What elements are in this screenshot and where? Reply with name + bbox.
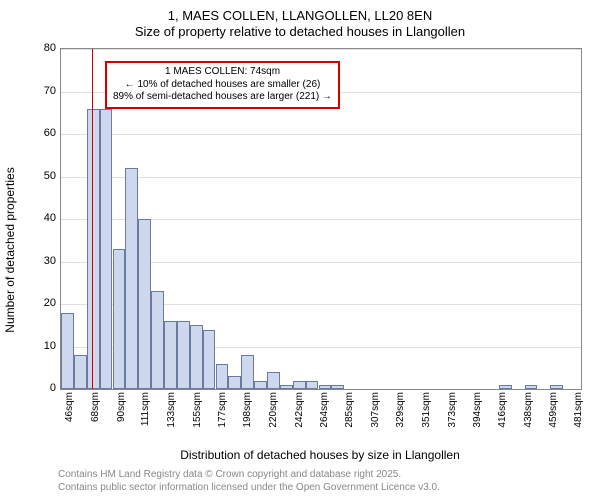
histogram-bar xyxy=(125,168,138,389)
histogram-bar xyxy=(499,385,512,389)
histogram-bar xyxy=(267,372,280,389)
histogram-bar xyxy=(525,385,538,389)
histogram-bar xyxy=(241,355,254,389)
x-tick-label: 177sqm xyxy=(217,392,228,428)
grid-line xyxy=(61,49,581,50)
x-tick-label: 373sqm xyxy=(447,392,458,428)
x-tick-label: 481sqm xyxy=(573,392,584,428)
y-tick-label: 80 xyxy=(32,42,56,54)
histogram-bar xyxy=(203,330,216,390)
y-tick-label: 50 xyxy=(32,170,56,182)
histogram-bar xyxy=(254,381,267,390)
histogram-bar xyxy=(190,325,203,389)
x-tick-label: 220sqm xyxy=(268,392,279,428)
grid-line xyxy=(61,177,581,178)
annotation-line: ← 10% of detached houses are smaller (26… xyxy=(113,79,332,92)
histogram-bar xyxy=(319,385,332,389)
attribution-line1: Contains HM Land Registry data © Crown c… xyxy=(58,469,440,482)
x-tick-label: 351sqm xyxy=(421,392,432,428)
x-tick-label: 68sqm xyxy=(90,392,101,422)
x-tick-label: 329sqm xyxy=(395,392,406,428)
x-tick-label: 155sqm xyxy=(192,392,203,428)
y-tick-label: 30 xyxy=(32,255,56,267)
y-tick-label: 20 xyxy=(32,297,56,309)
histogram-bar xyxy=(550,385,563,389)
histogram-bar xyxy=(228,376,241,389)
x-tick-label: 264sqm xyxy=(319,392,330,428)
y-axis-label: Number of detached properties xyxy=(3,167,17,332)
histogram-bar xyxy=(151,291,164,389)
reference-line xyxy=(92,49,93,389)
chart-container: 1, MAES COLLEN, LLANGOLLEN, LL20 8EN Siz… xyxy=(0,0,600,500)
x-tick-label: 285sqm xyxy=(344,392,355,428)
x-tick-label: 198sqm xyxy=(242,392,253,428)
y-tick-label: 70 xyxy=(32,85,56,97)
histogram-bar xyxy=(216,364,229,390)
annotation-line: 89% of semi-detached houses are larger (… xyxy=(113,91,332,104)
histogram-bar xyxy=(177,321,190,389)
grid-line xyxy=(61,134,581,135)
x-tick-label: 416sqm xyxy=(497,392,508,428)
histogram-bar xyxy=(61,313,74,390)
x-tick-label: 111sqm xyxy=(140,392,151,426)
x-tick-label: 394sqm xyxy=(472,392,483,428)
plot-area: 1 MAES COLLEN: 74sqm← 10% of detached ho… xyxy=(60,48,582,390)
annotation-box: 1 MAES COLLEN: 74sqm← 10% of detached ho… xyxy=(105,61,340,109)
chart-title-line1: 1, MAES COLLEN, LLANGOLLEN, LL20 8EN xyxy=(0,8,600,23)
y-tick-label: 10 xyxy=(32,340,56,352)
x-axis-label: Distribution of detached houses by size … xyxy=(60,448,580,462)
attribution-text: Contains HM Land Registry data © Crown c… xyxy=(58,469,440,494)
x-tick-label: 438sqm xyxy=(523,392,534,428)
x-tick-label: 459sqm xyxy=(548,392,559,428)
histogram-bar xyxy=(306,381,319,390)
x-tick-label: 133sqm xyxy=(166,392,177,428)
x-tick-label: 307sqm xyxy=(370,392,381,428)
histogram-bar xyxy=(100,109,113,390)
histogram-bar xyxy=(138,219,151,389)
histogram-bar xyxy=(74,355,87,389)
attribution-line2: Contains public sector information licen… xyxy=(58,482,440,495)
x-tick-label: 46sqm xyxy=(64,392,75,422)
histogram-bar xyxy=(331,385,344,389)
y-tick-label: 0 xyxy=(32,382,56,394)
y-tick-label: 40 xyxy=(32,212,56,224)
histogram-bar xyxy=(113,249,126,389)
x-tick-label: 242sqm xyxy=(294,392,305,428)
annotation-line: 1 MAES COLLEN: 74sqm xyxy=(113,66,332,79)
x-tick-label: 90sqm xyxy=(116,392,127,422)
histogram-bar xyxy=(164,321,177,389)
histogram-bar xyxy=(280,385,293,389)
y-tick-label: 60 xyxy=(32,127,56,139)
histogram-bar xyxy=(293,381,306,390)
chart-title-line2: Size of property relative to detached ho… xyxy=(0,24,600,39)
